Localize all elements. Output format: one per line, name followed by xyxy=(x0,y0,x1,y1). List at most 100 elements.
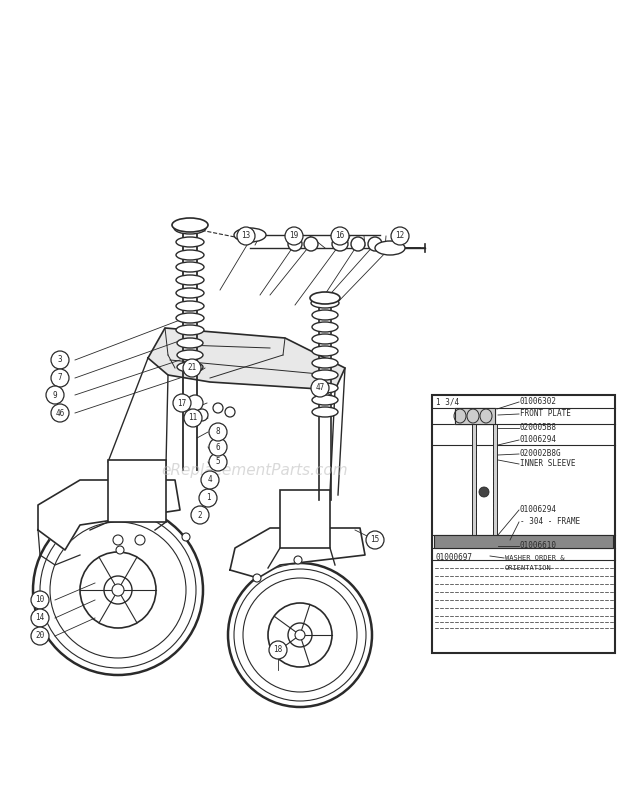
Text: 18: 18 xyxy=(273,646,283,654)
Ellipse shape xyxy=(176,288,204,298)
Circle shape xyxy=(225,407,235,417)
Circle shape xyxy=(209,453,227,471)
Circle shape xyxy=(213,403,223,413)
Ellipse shape xyxy=(351,237,365,251)
Circle shape xyxy=(31,609,49,627)
Bar xyxy=(432,395,615,653)
Ellipse shape xyxy=(234,228,266,242)
Text: 16: 16 xyxy=(335,232,345,241)
Polygon shape xyxy=(230,528,365,578)
Ellipse shape xyxy=(368,237,382,251)
Circle shape xyxy=(294,556,302,564)
Polygon shape xyxy=(148,328,345,390)
Circle shape xyxy=(391,227,409,245)
Circle shape xyxy=(199,489,217,507)
Circle shape xyxy=(331,227,349,245)
Circle shape xyxy=(269,641,287,659)
Ellipse shape xyxy=(310,292,340,304)
Ellipse shape xyxy=(172,218,208,232)
Circle shape xyxy=(285,227,303,245)
Text: 01006294: 01006294 xyxy=(520,505,557,515)
Text: - 304 - FRAME: - 304 - FRAME xyxy=(520,517,580,526)
Circle shape xyxy=(51,369,69,387)
Ellipse shape xyxy=(312,383,338,393)
Text: 12: 12 xyxy=(396,232,405,241)
Ellipse shape xyxy=(467,409,479,423)
Text: 020005B8: 020005B8 xyxy=(520,423,557,432)
Text: 7: 7 xyxy=(58,374,63,383)
Circle shape xyxy=(237,227,255,245)
Bar xyxy=(472,424,476,535)
Ellipse shape xyxy=(375,241,405,255)
Circle shape xyxy=(51,404,69,422)
Ellipse shape xyxy=(174,222,206,234)
Text: 01006610: 01006610 xyxy=(520,541,557,550)
Text: 9: 9 xyxy=(53,391,57,399)
Text: 47: 47 xyxy=(316,383,325,392)
Ellipse shape xyxy=(176,250,204,260)
Text: 2: 2 xyxy=(198,511,202,520)
Text: 11: 11 xyxy=(188,414,198,423)
Text: WASHER ORDER &: WASHER ORDER & xyxy=(505,555,564,561)
Text: FRONT PLATE: FRONT PLATE xyxy=(520,410,571,419)
Circle shape xyxy=(253,574,261,582)
Circle shape xyxy=(295,630,305,640)
Circle shape xyxy=(31,591,49,609)
Text: 1: 1 xyxy=(206,493,210,503)
Text: 6: 6 xyxy=(216,443,220,452)
Circle shape xyxy=(31,627,49,645)
Text: 01006294: 01006294 xyxy=(520,435,557,444)
Text: 01006302: 01006302 xyxy=(520,398,557,407)
Ellipse shape xyxy=(177,338,203,348)
Circle shape xyxy=(113,535,123,545)
Ellipse shape xyxy=(312,407,338,417)
Bar xyxy=(455,408,495,424)
Text: 3: 3 xyxy=(58,355,63,364)
Text: 13: 13 xyxy=(241,232,250,241)
Ellipse shape xyxy=(312,322,338,332)
Ellipse shape xyxy=(312,358,338,368)
Text: 5: 5 xyxy=(216,457,220,467)
Text: 10: 10 xyxy=(35,596,45,605)
Text: 17: 17 xyxy=(177,399,187,407)
Circle shape xyxy=(183,359,201,377)
Ellipse shape xyxy=(176,275,204,285)
Circle shape xyxy=(196,409,208,421)
Ellipse shape xyxy=(177,350,203,360)
Text: INNER SLEEVE: INNER SLEEVE xyxy=(520,460,575,468)
Polygon shape xyxy=(455,408,495,424)
Circle shape xyxy=(366,531,384,549)
Circle shape xyxy=(479,487,489,497)
Circle shape xyxy=(173,394,191,412)
Ellipse shape xyxy=(480,409,492,423)
Ellipse shape xyxy=(312,370,338,380)
Text: 20: 20 xyxy=(35,631,45,641)
Text: 14: 14 xyxy=(35,614,45,622)
Ellipse shape xyxy=(176,313,204,323)
Text: 01000697: 01000697 xyxy=(436,553,473,562)
Bar xyxy=(434,535,613,548)
Bar xyxy=(493,424,497,535)
Ellipse shape xyxy=(176,325,204,335)
Ellipse shape xyxy=(454,409,466,423)
Text: 4: 4 xyxy=(208,476,212,484)
Ellipse shape xyxy=(312,346,338,356)
Text: 1 3/4: 1 3/4 xyxy=(436,398,459,407)
Circle shape xyxy=(209,438,227,456)
Text: 21: 21 xyxy=(187,363,197,372)
Circle shape xyxy=(135,535,145,545)
Ellipse shape xyxy=(176,301,204,311)
Circle shape xyxy=(311,379,329,397)
Bar xyxy=(280,490,330,548)
Circle shape xyxy=(112,584,124,596)
Ellipse shape xyxy=(311,298,339,308)
Text: 020002B8G: 020002B8G xyxy=(520,449,562,459)
Text: 19: 19 xyxy=(290,232,299,241)
Ellipse shape xyxy=(312,334,338,344)
Circle shape xyxy=(116,546,124,554)
Ellipse shape xyxy=(304,237,318,251)
Ellipse shape xyxy=(312,310,338,320)
Ellipse shape xyxy=(176,237,204,247)
Circle shape xyxy=(51,351,69,369)
Text: eReplacementParts.com: eReplacementParts.com xyxy=(162,463,348,477)
